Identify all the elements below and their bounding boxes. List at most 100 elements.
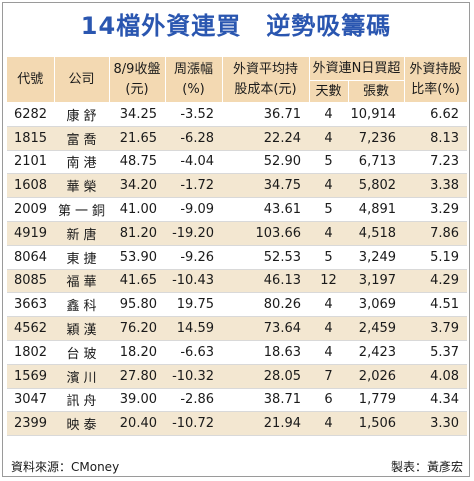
cell-weekly-change: -9.26	[165, 245, 222, 270]
header-ratio-line1: 外資持股	[409, 61, 462, 77]
header-avg-cost: 外資平均持 股成本(元)	[222, 57, 310, 103]
cell-holding-ratio: 3.29	[404, 197, 468, 222]
cell-days: 4	[309, 340, 348, 365]
cell-days: 5	[309, 197, 348, 222]
cell-company: 南港	[54, 150, 109, 175]
header-ratio-line2: 比率(%)	[411, 81, 460, 97]
cell-weekly-change: -10.32	[165, 364, 222, 389]
table-row: 3047 訊舟 39.00 -2.86 38.71 6 1,779 4.34	[7, 388, 468, 413]
cell-company: 康舒	[54, 102, 109, 127]
cell-avg-cost: 21.94	[222, 411, 309, 437]
header-close-line1: 8/9收盤	[113, 61, 161, 77]
cell-lots: 10,914	[348, 102, 405, 127]
header-close-line2: (元)	[125, 81, 149, 97]
header-days: 天數	[309, 80, 349, 103]
cell-code: 2399	[7, 411, 54, 437]
cell-close: 95.80	[109, 292, 165, 318]
cell-days: 5	[309, 245, 348, 270]
header-code: 代號	[7, 57, 55, 103]
cell-code: 8064	[7, 245, 54, 270]
cell-weekly-change: -6.63	[165, 340, 222, 365]
page-title: 14檔外資連買 逆勢吸籌碼	[80, 12, 392, 40]
cell-weekly-change: -6.28	[165, 126, 222, 151]
cell-avg-cost: 38.71	[222, 388, 309, 413]
cell-avg-cost: 34.75	[222, 173, 309, 199]
header-weekly-change: 周漲幅 (%)	[165, 57, 223, 103]
table-row: 8064 東捷 53.90 -9.26 52.53 5 3,249 5.19	[7, 245, 468, 270]
cell-code: 3047	[7, 388, 54, 413]
cell-days: 7	[309, 364, 348, 389]
cell-company: 第一銅	[54, 197, 109, 222]
cell-weekly-change: -4.04	[165, 150, 222, 175]
cell-avg-cost: 43.61	[222, 197, 309, 222]
table-row: 4562 穎漢 76.20 14.59 73.64 4 2,459 3.79	[7, 316, 468, 341]
cell-days: 4	[309, 126, 348, 151]
cell-holding-ratio: 3.79	[404, 316, 468, 341]
cell-company: 映泰	[54, 411, 109, 437]
cell-lots: 4,891	[348, 197, 405, 222]
cell-weekly-change: -19.20	[165, 221, 222, 246]
cell-close: 27.80	[109, 364, 165, 389]
cell-lots: 3,069	[348, 292, 405, 318]
cell-lots: 5,802	[348, 173, 405, 199]
header-close: 8/9收盤 (元)	[109, 57, 166, 103]
cell-company: 台玻	[54, 340, 109, 365]
cell-holding-ratio: 3.38	[404, 173, 468, 199]
table-header: 代號 公司 8/9收盤 (元) 周漲幅 (%) 外資平均持 股成本(元) 外資連…	[7, 57, 468, 103]
infographic-frame: 14檔外資連買 逆勢吸籌碼 代號 公司 8/9收盤 (元) 周漲幅 (%) 外資…	[2, 2, 470, 477]
cell-code: 3663	[7, 292, 54, 318]
cell-avg-cost: 73.64	[222, 316, 309, 341]
cell-close: 53.90	[109, 245, 165, 270]
cell-lots: 4,518	[348, 221, 405, 246]
cell-code: 4562	[7, 316, 54, 341]
cell-company: 鑫科	[54, 292, 109, 318]
table-row: 4919 新唐 81.20 -19.20 103.66 4 4,518 7.86	[7, 221, 468, 246]
header-weekly-line1: 周漲幅	[173, 61, 213, 77]
footer: 資料來源：CMoney 製表：黃彥宏	[11, 458, 463, 475]
cell-weekly-change: 14.59	[165, 316, 222, 341]
cell-close: 18.20	[109, 340, 165, 365]
cell-close: 41.65	[109, 269, 165, 294]
cell-lots: 6,713	[348, 150, 405, 175]
cell-company: 富喬	[54, 126, 109, 151]
source-note: 資料來源：CMoney	[11, 460, 120, 474]
cell-days: 4	[309, 292, 348, 318]
cell-close: 48.75	[109, 150, 165, 175]
cell-weekly-change: -9.09	[165, 197, 222, 222]
cell-lots: 2,459	[348, 316, 405, 341]
table-row: 6282 康舒 34.25 -3.52 36.71 4 10,914 6.62	[7, 102, 468, 127]
cell-weekly-change: -1.72	[165, 173, 222, 199]
cell-company: 華榮	[54, 173, 109, 199]
header-lots: 張數	[348, 80, 405, 103]
cell-code: 4919	[7, 221, 54, 246]
cell-holding-ratio: 4.08	[404, 364, 468, 389]
cell-weekly-change: -3.52	[165, 102, 222, 127]
cell-holding-ratio: 8.13	[404, 126, 468, 151]
cell-lots: 3,249	[348, 245, 405, 270]
cell-avg-cost: 52.90	[222, 150, 309, 175]
cell-code: 2009	[7, 197, 54, 222]
cell-weekly-change: -10.72	[165, 411, 222, 437]
cell-avg-cost: 52.53	[222, 245, 309, 270]
cell-avg-cost: 22.24	[222, 126, 309, 151]
table-row: 2009 第一銅 41.00 -9.09 43.61 5 4,891 3.29	[7, 197, 468, 222]
cell-code: 1802	[7, 340, 54, 365]
cell-holding-ratio: 4.29	[404, 269, 468, 294]
cell-holding-ratio: 5.37	[404, 340, 468, 365]
cell-company: 濱川	[54, 364, 109, 389]
cell-code: 6282	[7, 102, 54, 127]
cell-company: 穎漢	[54, 316, 109, 341]
cell-days: 6	[309, 388, 348, 413]
cell-avg-cost: 36.71	[222, 102, 309, 127]
table-row: 1608 華榮 34.20 -1.72 34.75 4 5,802 3.38	[7, 173, 468, 199]
cell-holding-ratio: 4.34	[404, 388, 468, 413]
table-row: 8085 福華 41.65 -10.43 46.13 12 3,197 4.29	[7, 269, 468, 294]
cell-close: 39.00	[109, 388, 165, 413]
cell-lots: 1,506	[348, 411, 405, 437]
cell-avg-cost: 18.63	[222, 340, 309, 365]
cell-code: 1815	[7, 126, 54, 151]
cell-close: 21.65	[109, 126, 165, 151]
cell-holding-ratio: 6.62	[404, 102, 468, 127]
table-row: 3663 鑫科 95.80 19.75 80.26 4 3,069 4.51	[7, 292, 468, 318]
cell-company: 福華	[54, 269, 109, 294]
